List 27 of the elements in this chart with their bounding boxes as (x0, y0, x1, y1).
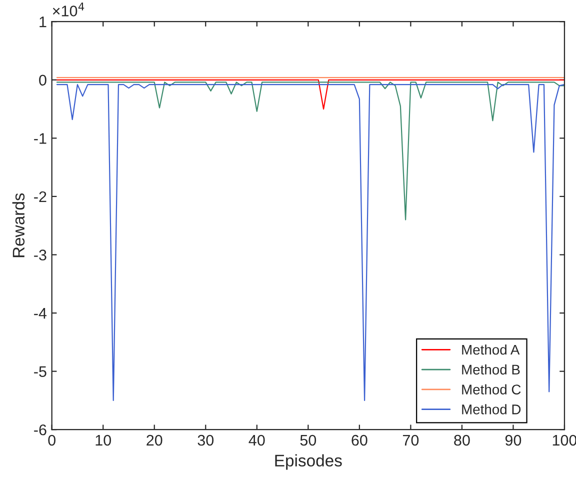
y-tick-label: -3 (34, 250, 46, 260)
text: ×10$^{4}$ (52, 2, 84, 16)
y-tick-label: 0 (39, 74, 46, 86)
legend-label: Method C (462, 384, 521, 394)
legend-label: Method D (462, 404, 521, 414)
y-tick-label: -1 (34, 133, 46, 144)
y-tick-label: -2 (34, 191, 46, 202)
y-axis-title: Rewards (12, 193, 25, 258)
x-tick-label: 20 (146, 434, 162, 446)
legend-label: Method A (462, 344, 520, 355)
x-tick-label: 10 (96, 434, 112, 446)
line-series (56, 82, 564, 220)
line-series (56, 84, 564, 402)
x-tick-label: 70 (402, 434, 419, 446)
x-axis-title: Episodes (275, 454, 342, 470)
y-tick-label: -6 (34, 424, 46, 436)
x-tick-label: 50 (300, 434, 316, 446)
y-tick-label: -4 (34, 308, 47, 319)
x-tick-label: 30 (198, 434, 214, 446)
x-tick-label: 60 (352, 434, 368, 446)
y-tick-label: 1 (40, 16, 46, 28)
x-tick-label: 40 (248, 434, 265, 446)
legend-label: Method B (462, 364, 520, 375)
x-tick-label: 90 (505, 434, 522, 446)
y-tick-label: -5 (34, 366, 46, 377)
x-tick-label: 80 (454, 434, 470, 446)
x-tick-label: 0 (48, 434, 56, 446)
